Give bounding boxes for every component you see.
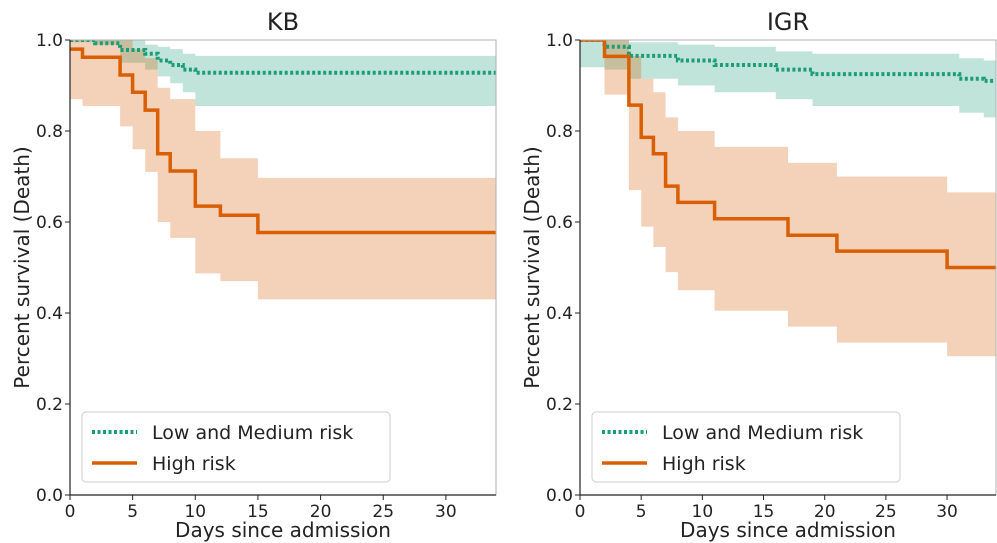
y-tick-label: 0.6 [546, 213, 573, 233]
y-tick-label: 0.2 [546, 395, 573, 415]
y-tick-label: 0.0 [546, 486, 573, 506]
low-medium-risk-curve [580, 40, 996, 83]
low-medium-risk-confidence-band [70, 40, 496, 106]
low-medium-risk-confidence-band [580, 40, 996, 118]
x-tick-label: 20 [814, 502, 836, 522]
x-tick-label: 20 [310, 502, 332, 522]
x-axis-label: Days since admission [680, 518, 896, 542]
x-tick-label: 5 [127, 502, 138, 522]
y-tick-label: 0.8 [546, 122, 573, 142]
x-tick-label: 0 [575, 502, 586, 522]
x-tick-label: 0 [65, 502, 76, 522]
y-axis-label: Percent survival (Death) [10, 146, 34, 388]
y-tick-label: 0.4 [546, 304, 573, 324]
panel-igr: 0 5 10 15 20 25 30 0.0 0.2 0.4 0.6 0.8 1.0 IGR Days si… [520, 8, 997, 542]
plot-area [580, 40, 996, 357]
x-tick-label: 5 [636, 502, 647, 522]
chart-title: KB [267, 8, 299, 36]
chart-title: IGR [767, 8, 809, 36]
legend-label-high-risk: High risk [662, 453, 746, 475]
y-tick-label: 0.8 [36, 122, 63, 142]
x-tick-label: 10 [184, 502, 206, 522]
legend-box [81, 411, 391, 483]
low-medium-risk-curve [70, 40, 496, 75]
y-tick-label: 0.4 [36, 304, 63, 324]
x-axis-label: Days since admission [175, 518, 391, 542]
high-risk-curve [70, 47, 496, 235]
legend-label-low-medium-risk: Low and Medium risk [662, 422, 863, 444]
y-tick-label: 1.0 [546, 31, 573, 51]
y-tick-label: 0.2 [36, 395, 63, 415]
legend-label-high-risk: High risk [152, 453, 236, 475]
x-tick-label: 10 [692, 502, 714, 522]
x-tick-label: 15 [753, 502, 775, 522]
panel-kb: 0 5 10 15 20 25 30 0.0 0.2 0.4 0.6 0.8 1.0 KB Days sin… [10, 8, 497, 542]
x-tick-label: 30 [936, 502, 958, 522]
legend-box [591, 411, 901, 483]
plot-area [70, 40, 496, 300]
high-risk-confidence-band [580, 40, 996, 357]
x-tick-label: 25 [875, 502, 897, 522]
x-tick-label: 15 [247, 502, 269, 522]
x-tick-label: 25 [372, 502, 394, 522]
x-tick-label: 30 [435, 502, 457, 522]
y-tick-label: 0.0 [36, 486, 63, 506]
y-tick-label: 0.6 [36, 213, 63, 233]
y-axis-label: Percent survival (Death) [520, 146, 544, 388]
legend: Low and Medium risk High risk [591, 411, 901, 483]
high-risk-curve [580, 40, 996, 270]
legend-label-low-medium-risk: Low and Medium risk [152, 422, 353, 444]
high-risk-confidence-band [70, 40, 496, 300]
y-tick-label: 1.0 [36, 31, 63, 51]
legend: Low and Medium risk High risk [81, 411, 391, 483]
